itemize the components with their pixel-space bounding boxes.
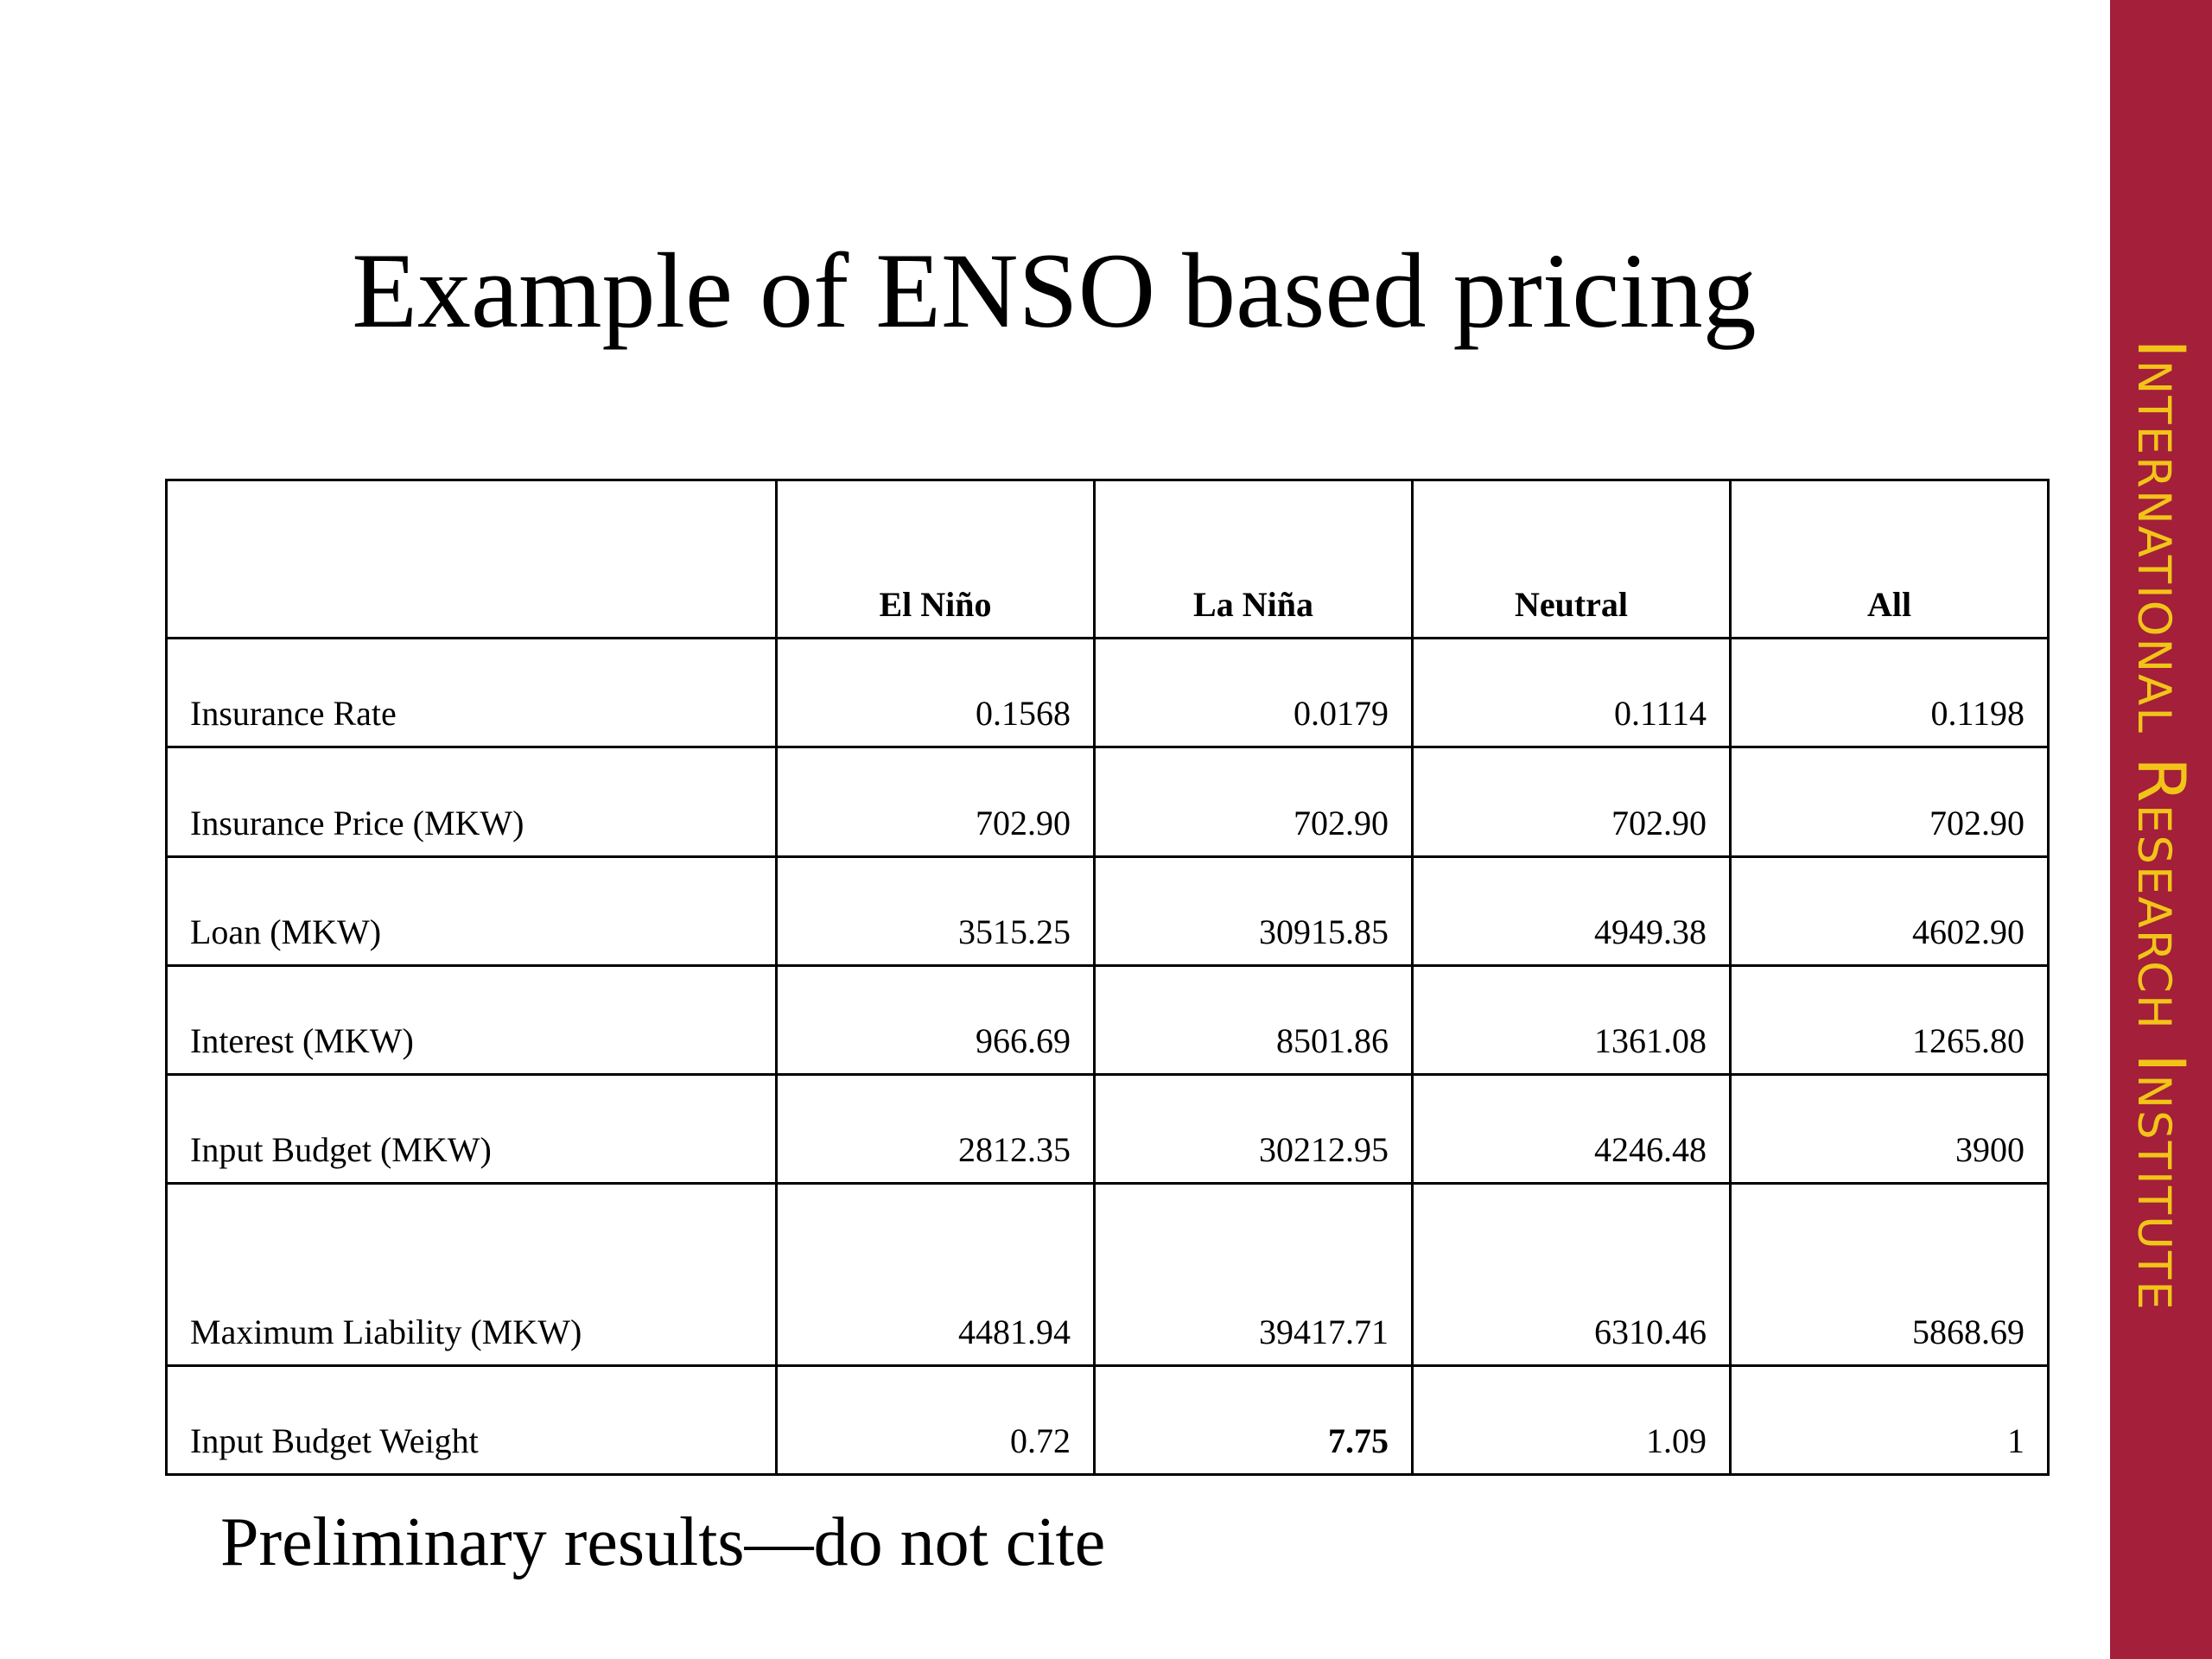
- cell-el-nino: 702.90: [775, 746, 1096, 858]
- cell-la-nina: 0.0179: [1093, 636, 1414, 749]
- institute-banner: International Research Institute: [2110, 0, 2212, 1659]
- table-row: Interest (MKW) 966.69 8501.86 1361.08 12…: [165, 963, 2050, 1077]
- row-label: Loan (MKW): [165, 855, 778, 967]
- row-label: Insurance Rate: [165, 636, 778, 749]
- cell-la-nina: 39417.71: [1093, 1182, 1414, 1367]
- cell-el-nino: 966.69: [775, 963, 1096, 1077]
- cell-la-nina-highlight: 7.75: [1093, 1363, 1414, 1477]
- cell-neutral: 0.1114: [1411, 636, 1732, 749]
- cell-all: 702.90: [1729, 746, 2050, 858]
- cell-all: 4602.90: [1729, 855, 2050, 967]
- slide-title: Example of ENSO based pricing: [352, 232, 1757, 350]
- cell-all: 1: [1729, 1363, 2050, 1477]
- row-label: Insurance Price (MKW): [165, 746, 778, 858]
- cell-neutral: 6310.46: [1411, 1182, 1732, 1367]
- cell-all: 0.1198: [1729, 636, 2050, 749]
- cell-all: 1265.80: [1729, 963, 2050, 1077]
- table-row: Insurance Rate 0.1568 0.0179 0.1114 0.11…: [165, 636, 2050, 749]
- cell-el-nino: 3515.25: [775, 855, 1096, 967]
- cell-la-nina: 30212.95: [1093, 1072, 1414, 1185]
- cell-el-nino: 0.1568: [775, 636, 1096, 749]
- cell-neutral: 1361.08: [1411, 963, 1732, 1077]
- row-label: Input Budget Weight: [165, 1363, 778, 1477]
- table-row: Maximum Liability (MKW) 4481.94 39417.71…: [165, 1182, 2050, 1367]
- cell-la-nina: 8501.86: [1093, 963, 1414, 1077]
- column-header-empty: [165, 479, 778, 639]
- cell-el-nino: 4481.94: [775, 1182, 1096, 1367]
- enso-pricing-table: El Niño La Niña Neutral All Insurance Ra…: [165, 479, 2050, 1477]
- column-header-el-nino: El Niño: [775, 479, 1096, 639]
- cell-all: 3900: [1729, 1072, 2050, 1185]
- row-label: Input Budget (MKW): [165, 1072, 778, 1185]
- cell-el-nino: 2812.35: [775, 1072, 1096, 1185]
- table-header-row: El Niño La Niña Neutral All: [165, 479, 2050, 639]
- cell-neutral: 4246.48: [1411, 1072, 1732, 1185]
- table-row: Input Budget Weight 0.72 7.75 1.09 1: [165, 1363, 2050, 1477]
- row-label: Interest (MKW): [165, 963, 778, 1077]
- cell-la-nina: 30915.85: [1093, 855, 1414, 967]
- cell-el-nino: 0.72: [775, 1363, 1096, 1477]
- column-header-all: All: [1729, 479, 2050, 639]
- cell-neutral: 702.90: [1411, 746, 1732, 858]
- column-header-la-nina: La Niña: [1093, 479, 1414, 639]
- preliminary-footnote: Preliminary results—do not cite: [220, 1504, 1106, 1580]
- table-row: Insurance Price (MKW) 702.90 702.90 702.…: [165, 746, 2050, 858]
- cell-neutral: 4949.38: [1411, 855, 1732, 967]
- row-label: Maximum Liability (MKW): [165, 1182, 778, 1367]
- cell-la-nina: 702.90: [1093, 746, 1414, 858]
- cell-neutral: 1.09: [1411, 1363, 1732, 1477]
- table-row: Loan (MKW) 3515.25 30915.85 4949.38 4602…: [165, 855, 2050, 967]
- cell-all: 5868.69: [1729, 1182, 2050, 1367]
- column-header-neutral: Neutral: [1411, 479, 1732, 639]
- table-row: Input Budget (MKW) 2812.35 30212.95 4246…: [165, 1072, 2050, 1185]
- institute-name: International Research Institute: [2123, 339, 2200, 1312]
